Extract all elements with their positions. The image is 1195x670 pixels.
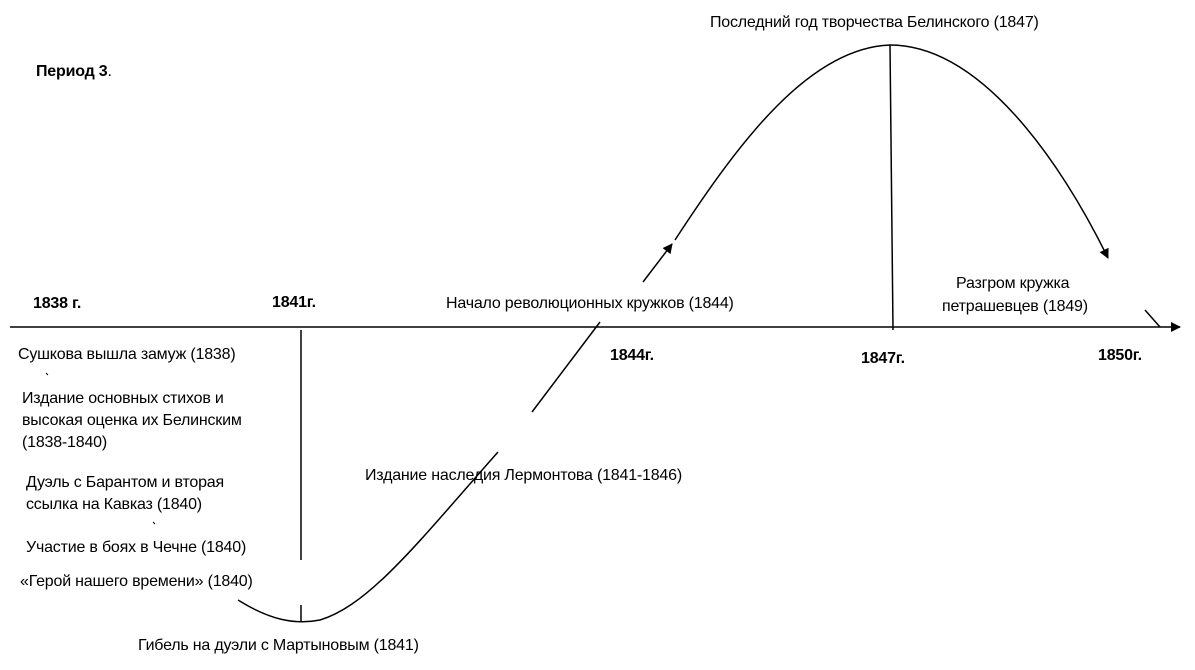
year-1850: 1850г. xyxy=(1098,347,1142,364)
event-poems-line2: высокая оценка их Белинским xyxy=(22,412,242,429)
period-title-text: Период 3 xyxy=(36,63,108,80)
event-poems-line3: (1838-1840) xyxy=(22,434,107,451)
period-dot: . xyxy=(107,63,112,80)
up-arrow xyxy=(642,243,673,283)
trough-curve xyxy=(237,451,499,623)
event-sushkova: Сушкова вышла замуж (1838) xyxy=(18,346,236,363)
event-hero: «Герой нашего времени» (1840) xyxy=(20,573,253,590)
event-petrashevtsy-line2: петрашевцев (1849) xyxy=(942,298,1088,315)
year-1841: 1841г. xyxy=(272,294,316,311)
year-1844: 1844г. xyxy=(610,347,654,364)
event-duel-barant-line2: ссылка на Кавказ (1840) xyxy=(26,496,202,513)
tick-mark xyxy=(45,372,49,376)
event-legacy: Издание наследия Лермонтова (1841-1846) xyxy=(365,467,682,484)
tail-line xyxy=(1144,309,1161,328)
event-duel-barant-line1: Дуэль с Барантом и вторая xyxy=(26,474,224,491)
event-poems-line1: Издание основных стихов и xyxy=(22,390,224,407)
rising-line xyxy=(531,321,601,413)
vertical-1847 xyxy=(889,44,894,331)
event-petrashevtsy-line1: Разгром кружка xyxy=(956,275,1070,292)
event-circles-start: Начало революционных кружков (1844) xyxy=(446,295,734,312)
period-title: Период 3. xyxy=(36,61,112,82)
event-chechnya: Участие в боях в Чечне (1840) xyxy=(26,539,247,556)
year-1847: 1847г. xyxy=(861,350,905,367)
event-death: Гибель на дуэли с Мартыновым (1841) xyxy=(138,637,419,654)
peak-curve xyxy=(674,44,1109,259)
event-belinsky-last: Последний год творчества Белинского (184… xyxy=(710,14,1039,31)
tick-mark xyxy=(152,521,156,525)
year-1838: 1838 г. xyxy=(33,295,82,312)
